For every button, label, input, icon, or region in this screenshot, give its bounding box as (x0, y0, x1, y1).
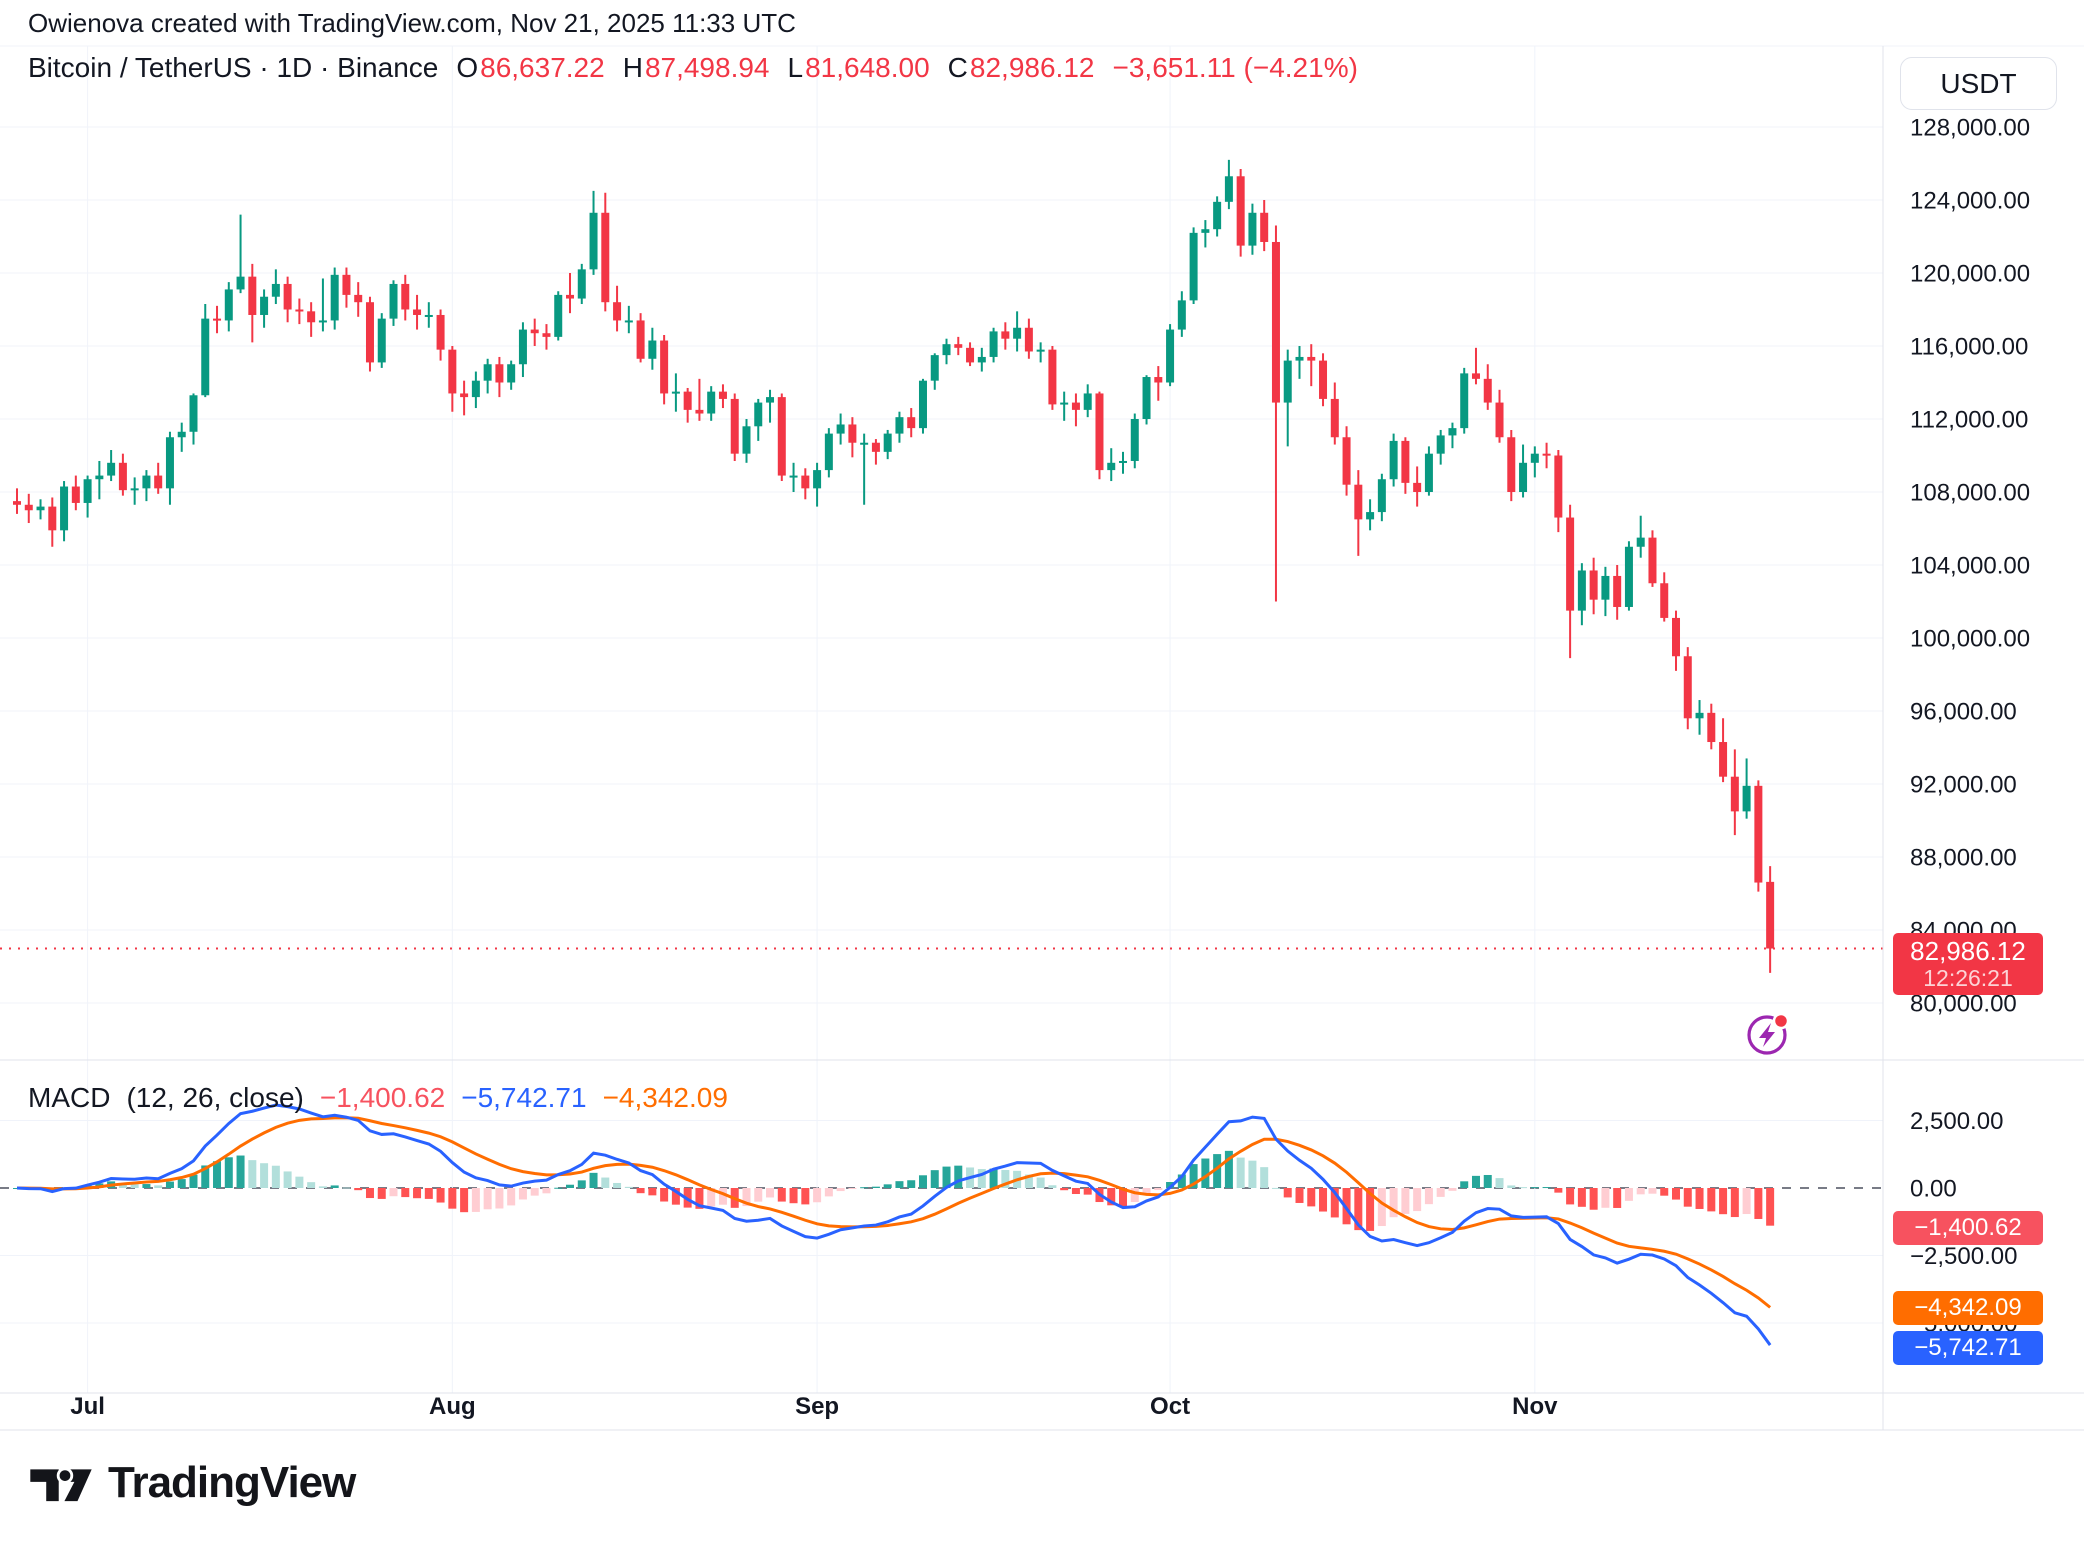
low-value: 81,648.00 (805, 52, 930, 83)
last-price-badge: 82,986.12 12:26:21 (1893, 933, 2043, 995)
low-label: L (787, 52, 804, 83)
high-label: H (622, 52, 643, 83)
price-axis-tick: 124,000.00 (1910, 187, 2030, 214)
macd-histogram-badge: −1,400.62 (1893, 1211, 2043, 1245)
tradingview-logo[interactable]: TradingView (28, 1458, 356, 1508)
price-axis-tick: 92,000.00 (1910, 771, 2017, 798)
currency-toggle-button[interactable]: USDT (1900, 57, 2057, 110)
macd-axis-tick: −2,500.00 (1910, 1243, 2017, 1270)
price-axis-tick: 112,000.00 (1910, 406, 2028, 433)
last-price-value: 82,986.12 (1910, 936, 2026, 967)
lightning-bolt-icon (1759, 1023, 1775, 1047)
ohlc-low: L 81,648.00 (788, 52, 930, 84)
open-label: O (456, 52, 479, 83)
notification-dot (1772, 1012, 1790, 1030)
time-axis-month-label: Nov (1512, 1393, 1558, 1420)
symbol-header[interactable]: Bitcoin / TetherUS · 1D · Binance O 86,6… (28, 52, 1358, 84)
ohlc-high: H 87,498.94 (623, 52, 770, 84)
macd-axis-tick: 2,500.00 (1910, 1108, 2003, 1135)
attribution-text: Owienova created with TradingView.com, N… (28, 8, 796, 38)
price-axis-tick: 104,000.00 (1910, 552, 2030, 579)
macd-signal-line (16, 1116, 1772, 1309)
macd-pane-series (13, 1103, 1775, 1346)
high-value: 87,498.94 (644, 52, 770, 83)
price-axis-tick: 120,000.00 (1910, 260, 2030, 287)
macd-signal-value: −4,342.09 (602, 1082, 728, 1113)
gridlines (0, 46, 1883, 1393)
time-axis-month-label: Aug (429, 1393, 476, 1420)
time-axis-month-label: Oct (1150, 1393, 1190, 1420)
time-axis-month-label: Sep (795, 1393, 839, 1420)
macd-line (16, 1103, 1772, 1346)
candlestick-series (13, 159, 1775, 973)
tradingview-logo-text: TradingView (108, 1458, 356, 1507)
flash-circle (1747, 1015, 1787, 1055)
macd-signal-badge: −4,342.09 (1893, 1291, 2043, 1325)
macd-header[interactable]: MACD (12, 26, close) −1,400.62 −5,742.71… (28, 1082, 728, 1114)
price-axis-tick: 88,000.00 (1910, 844, 2017, 871)
change-value: −3,651.11 (−4.21%) (1112, 52, 1358, 83)
price-axis-tick: 128,000.00 (1910, 114, 2030, 141)
symbol-title: Bitcoin / TetherUS · 1D · Binance (28, 52, 439, 83)
open-value: 86,637.22 (480, 52, 605, 83)
macd-histogram-value: −1,400.62 (319, 1082, 446, 1113)
tradingview-logo-glyph (30, 1467, 92, 1502)
macd-axis-tick: 0.00 (1910, 1175, 1957, 1202)
close-label: C (947, 52, 968, 83)
price-axis-tick: 100,000.00 (1910, 625, 2030, 652)
price-axis-tick: 96,000.00 (1910, 698, 2017, 725)
ohlc-close: C 82,986.12 (948, 52, 1095, 84)
price-axis-tick: 108,000.00 (1910, 479, 2030, 506)
close-value: 82,986.12 (969, 52, 1095, 83)
flash-event-icon[interactable] (1744, 1010, 1792, 1058)
time-axis-month-label: Jul (70, 1393, 105, 1420)
macd-params: (12, 26, close) (126, 1082, 304, 1113)
macd-line-value: −5,742.71 (461, 1082, 587, 1113)
macd-title: MACD (28, 1082, 111, 1113)
bar-countdown: 12:26:21 (1923, 964, 2013, 991)
price-axis-tick: 116,000.00 (1910, 333, 2028, 360)
macd-line-badge: −5,742.71 (1893, 1331, 2043, 1365)
ohlc-open: O 86,637.22 (456, 52, 604, 84)
